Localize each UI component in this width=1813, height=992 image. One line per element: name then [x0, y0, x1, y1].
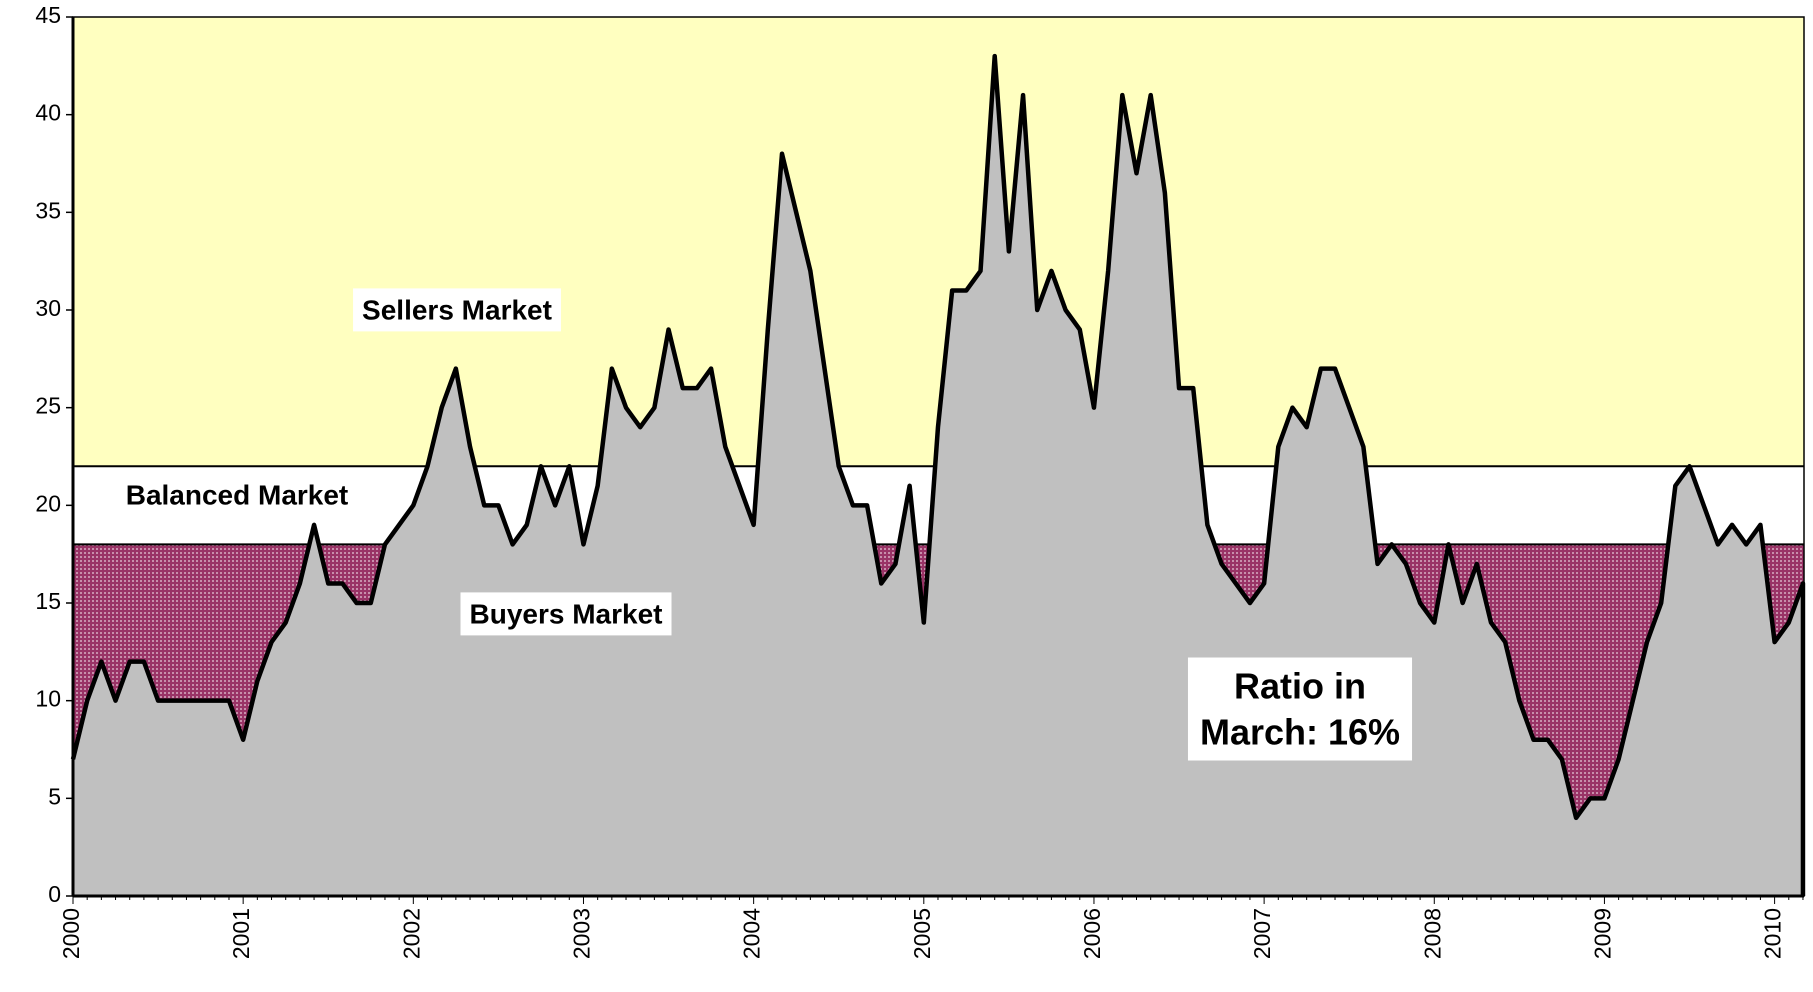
x-tick-label: 2010 — [1760, 908, 1786, 959]
x-tick-label: 2008 — [1419, 908, 1445, 959]
band-label: Sellers Market — [362, 294, 552, 325]
x-tick-label: 2002 — [398, 908, 424, 959]
band — [73, 17, 1804, 467]
y-tick-label: 25 — [35, 393, 61, 419]
x-tick-label: 2003 — [569, 908, 595, 959]
band-label: Balanced Market — [126, 479, 349, 510]
y-tick-label: 5 — [48, 783, 61, 809]
y-tick-label: 20 — [35, 490, 61, 516]
x-tick-label: 2007 — [1249, 908, 1275, 959]
y-tick-label: 15 — [35, 588, 61, 614]
y-tick-label: 0 — [48, 881, 61, 907]
label-box — [116, 473, 358, 517]
annotation-box — [1187, 657, 1413, 761]
annotation: Ratio in March: 16% — [1200, 666, 1400, 753]
y-tick-label: 40 — [35, 100, 61, 126]
x-tick-label: 2005 — [909, 908, 935, 959]
y-tick-label: 10 — [35, 686, 61, 712]
label-box — [460, 592, 672, 636]
y-tick-label: 35 — [35, 197, 61, 223]
x-tick-label: 2004 — [739, 908, 765, 959]
x-tick-label: 2001 — [228, 908, 254, 959]
line — [70, 53, 1806, 896]
y-tick-label: 30 — [35, 295, 61, 321]
x-tick-label: 2009 — [1590, 908, 1616, 959]
x-tick-label: 2000 — [58, 908, 84, 959]
annotation-line: March: 16% — [1200, 712, 1400, 753]
annotation-line: Ratio in — [1234, 666, 1366, 707]
label-box — [353, 288, 561, 332]
x-tick-label: 2006 — [1079, 908, 1105, 959]
y-tick-label: 45 — [35, 2, 61, 28]
band-label: Buyers Market — [470, 598, 663, 629]
